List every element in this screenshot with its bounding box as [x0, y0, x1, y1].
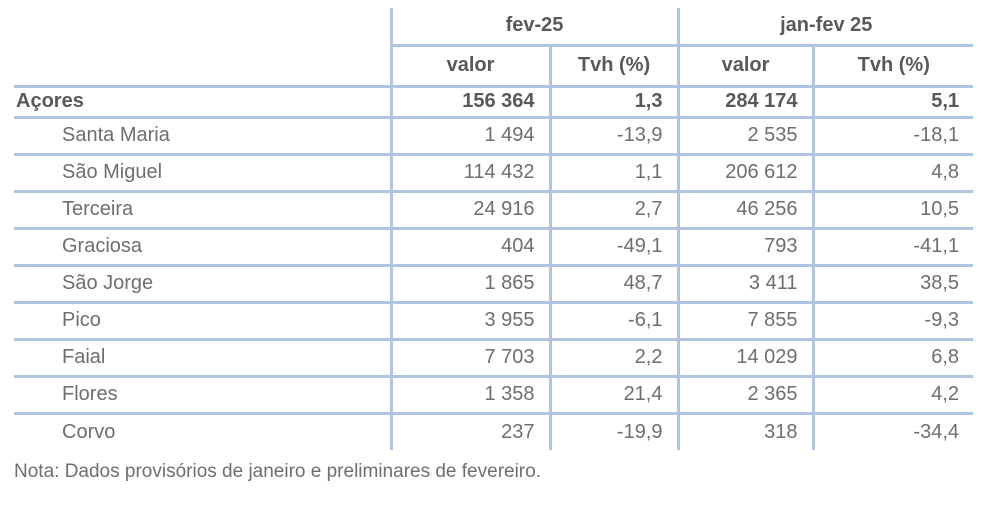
table-row-faial: Faial 7 703 2,2 14 029 6,8	[14, 339, 974, 378]
header-valor-janfev: valor	[678, 45, 815, 88]
value-cell: 1,1	[550, 154, 680, 193]
island-name-cell: Santa Maria	[14, 117, 393, 156]
statistics-table: fev-25 jan-fev 25 valor Tvh (%) valor Tv…	[14, 8, 974, 450]
header-valor-fev: valor	[391, 45, 552, 88]
value-cell: 24 916	[391, 191, 552, 230]
value-cell: 114 432	[391, 154, 552, 193]
value-cell: 10,5	[813, 191, 974, 230]
value-cell: 38,5	[813, 265, 974, 304]
value-cell: 2,7	[550, 191, 680, 230]
value-cell: 4,8	[813, 154, 974, 193]
value-cell: 1 358	[391, 376, 552, 415]
value-cell: -34,4	[913, 420, 960, 443]
table-row-terceira: Terceira 24 916 2,7 46 256 10,5	[14, 191, 974, 230]
header-tvh-janfev: Tvh (%)	[813, 45, 974, 88]
corner-cell	[14, 8, 393, 45]
value-cell: 206 612	[678, 154, 815, 193]
footnote: Nota: Dados provisórios de janeiro e pre…	[14, 461, 541, 482]
value-cell: -41,1	[813, 228, 974, 267]
value-cell: 404	[391, 228, 552, 267]
value-cell: 2,2	[550, 339, 680, 378]
value-cell: 5,1	[813, 86, 974, 119]
island-name-cell: Flores	[14, 376, 393, 415]
sub-header-row: valor Tvh (%) valor Tvh (%)	[14, 45, 974, 88]
island-name-cell: Pico	[14, 302, 393, 341]
table-row-corvo: Corvo 237 -19,9 318 -34,4	[14, 413, 973, 450]
value-cell: 46 256	[678, 191, 815, 230]
value-cell: 793	[678, 228, 815, 267]
value-cell: 284 174	[678, 86, 815, 119]
value-cell: 7 855	[678, 302, 815, 341]
value-cell: -6,1	[550, 302, 680, 341]
value-cell: 3 955	[391, 302, 552, 341]
value-cell: -9,3	[813, 302, 974, 341]
island-name-cell: São Miguel	[14, 154, 393, 193]
value-cell: 1 865	[391, 265, 552, 304]
region-name-cell: Açores	[14, 86, 393, 119]
island-name-cell: Corvo	[14, 413, 393, 450]
table-row-graciosa: Graciosa 404 -49,1 793 -41,1	[14, 228, 974, 267]
value-cell: 14 029	[678, 339, 815, 378]
column-group-janfev25: jan-fev 25	[678, 8, 974, 47]
value-cell: 48,7	[550, 265, 680, 304]
column-group-header-row: fev-25 jan-fev 25	[14, 8, 974, 47]
empty-header-cell	[14, 45, 393, 88]
island-name-cell: Graciosa	[14, 228, 393, 267]
table-row-santa-maria: Santa Maria 1 494 -13,9 2 535 -18,1	[14, 117, 974, 156]
value-cell: 4,2	[813, 376, 974, 415]
value-cell: 7 703	[391, 339, 552, 378]
table-row-sao-miguel: São Miguel 114 432 1,1 206 612 4,8	[14, 154, 974, 193]
value-cell: 156 364	[391, 86, 552, 119]
value-cell: 1,3	[550, 86, 680, 119]
island-name-cell: São Jorge	[14, 265, 393, 304]
table-row-pico: Pico 3 955 -6,1 7 855 -9,3	[14, 302, 974, 341]
column-group-fev25: fev-25	[391, 8, 680, 47]
value-cell: -19,9	[550, 413, 680, 450]
value-cell: 2 535	[678, 117, 815, 156]
header-tvh-fev: Tvh (%)	[550, 45, 680, 88]
value-cell: 237	[391, 413, 552, 450]
table-row-flores: Flores 1 358 21,4 2 365 4,2	[14, 376, 974, 415]
value-cell: -13,9	[550, 117, 680, 156]
value-cell: -49,1	[550, 228, 680, 267]
island-name-cell: Terceira	[14, 191, 393, 230]
value-cell: -18,1	[813, 117, 974, 156]
island-name-cell: Faial	[14, 339, 393, 378]
value-cell: 6,8	[813, 339, 974, 378]
value-cell: 2 365	[678, 376, 815, 415]
table-row-total: Açores 156 364 1,3 284 174 5,1	[14, 86, 974, 119]
value-cell: 21,4	[550, 376, 680, 415]
value-cell: 1 494	[391, 117, 552, 156]
value-cell: 318	[678, 413, 815, 450]
value-cell: 3 411	[678, 265, 815, 304]
table-row-sao-jorge: São Jorge 1 865 48,7 3 411 38,5	[14, 265, 974, 304]
